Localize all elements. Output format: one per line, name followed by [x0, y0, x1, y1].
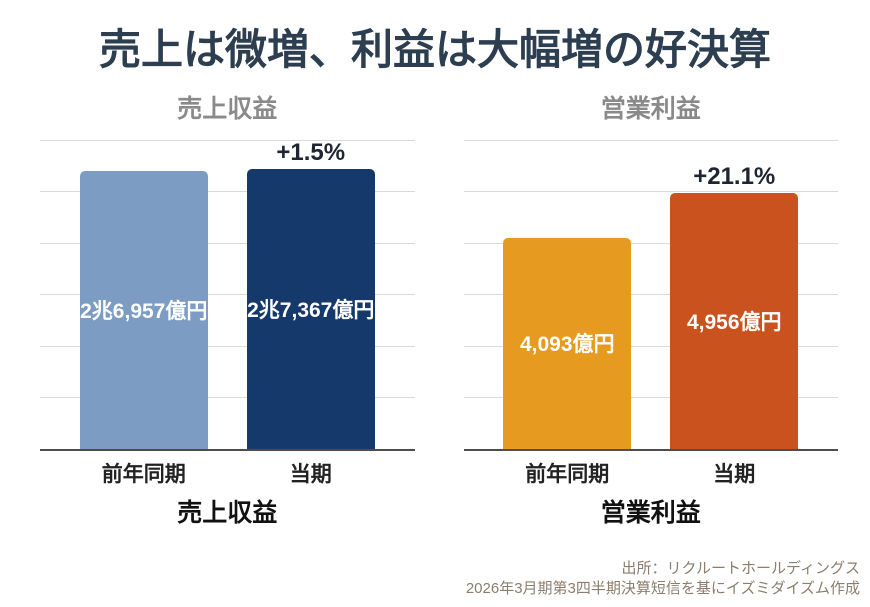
source-line-1: 出所：リクルートホールディングス	[621, 559, 860, 577]
profit-prev-bar: 4,093億円	[503, 237, 632, 449]
profit-plot-area: 4,093億円 +21.1% 4,956億円	[463, 139, 839, 451]
profit-x-label-curr: 当期	[713, 462, 756, 486]
revenue-prev-bar: 2兆6,957億円	[79, 170, 208, 449]
gridline	[40, 294, 415, 295]
revenue-curr-column: +1.5% 2兆7,367億円	[246, 138, 375, 449]
profit-chart: 営業利益 4,093億円 +21.1% 4,956億円 前年同期 当	[463, 93, 839, 529]
gridline	[40, 242, 415, 244]
gridline	[463, 191, 838, 192]
profit-axis-title: 営業利益	[600, 498, 701, 527]
page-title: 売上は微増、利益は大幅増の好決算	[98, 26, 771, 73]
profit-curr-bar: 4,956億円	[670, 193, 799, 449]
profit-prev-column: 4,093億円	[503, 140, 632, 449]
revenue-chart: 売上収益 2兆6,957億円 +1.5% 2兆7,367億円 前年同期	[40, 93, 415, 529]
revenue-chart-subtitle: 売上収益	[177, 94, 278, 123]
revenue-curr-value-label: 2兆7,367億円	[247, 298, 375, 322]
gridline	[463, 139, 838, 141]
profit-curr-value-label: 4,956億円	[686, 310, 782, 334]
profit-curr-column: +21.1% 4,956億円	[670, 140, 799, 449]
revenue-x-labels: 前年同期 当期	[40, 458, 415, 488]
revenue-curr-bar: 2兆7,367億円	[246, 168, 375, 449]
revenue-bars: 2兆6,957億円 +1.5% 2兆7,367億円	[40, 138, 415, 449]
source-attribution: 出所：リクルートホールディングス 2026年3月期第3四半期決算短信を基にイズミ…	[466, 559, 860, 600]
charts-row: 売上収益 2兆6,957億円 +1.5% 2兆7,367億円 前年同期	[0, 93, 870, 529]
gridline	[40, 191, 415, 192]
revenue-x-label-curr: 当期	[289, 462, 332, 486]
gridline	[463, 294, 838, 295]
revenue-prev-column: 2兆6,957億円	[79, 140, 208, 449]
gridline	[463, 242, 838, 244]
revenue-plot-area: 2兆6,957億円 +1.5% 2兆7,367億円	[40, 138, 415, 451]
revenue-x-label-prev: 前年同期	[101, 462, 186, 486]
profit-chart-subtitle: 営業利益	[600, 94, 701, 123]
profit-bars: 4,093億円 +21.1% 4,956億円	[464, 140, 839, 449]
gridline	[463, 397, 838, 398]
revenue-axis-title: 売上収益	[177, 498, 278, 527]
profit-x-labels: 前年同期 当期	[464, 458, 839, 488]
source-line-2: 2026年3月期第3四半期決算短信を基にイズミダイズム作成	[465, 579, 860, 597]
gridline	[463, 345, 838, 347]
gridline	[40, 139, 415, 141]
profit-x-label-prev: 前年同期	[525, 462, 610, 486]
revenue-prev-value-label: 2兆6,957億円	[80, 299, 208, 323]
profit-prev-value-label: 4,093億円	[519, 333, 615, 357]
revenue-change-label: +1.5%	[276, 138, 346, 166]
gridline	[40, 345, 415, 347]
profit-change-label: +21.1%	[693, 162, 776, 190]
gridline	[40, 397, 415, 398]
